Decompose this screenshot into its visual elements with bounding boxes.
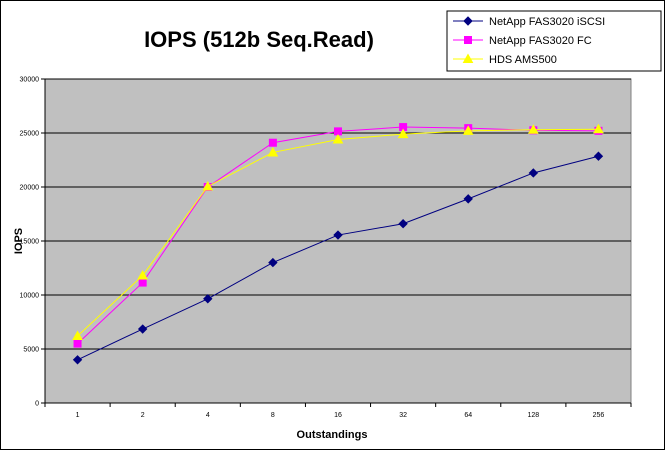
- series-3: [72, 123, 604, 341]
- data-point: [463, 194, 473, 204]
- x-tick-label: 128: [527, 412, 539, 419]
- legend-entry-2: NetApp FAS3020 FC: [453, 35, 592, 47]
- legend-label: HDS AMS500: [489, 54, 557, 66]
- y-tick-label: 25000: [20, 131, 40, 138]
- data-point: [137, 324, 148, 334]
- y-tick-label: 15000: [20, 239, 40, 246]
- legend: NetApp FAS3020 iSCSI NetApp FAS3020 FC HDS…: [446, 10, 662, 72]
- data-point: [72, 355, 83, 365]
- data-point: [267, 146, 279, 157]
- series-layer: [72, 123, 604, 365]
- y-axis-title: IOPS: [13, 228, 25, 254]
- data-point: [334, 127, 342, 136]
- x-tick-label: 8: [271, 412, 275, 419]
- data-point: [202, 180, 214, 191]
- legend-entry-1: NetApp FAS3020 iSCSI: [453, 16, 605, 28]
- data-point: [72, 330, 83, 341]
- data-point: [268, 257, 278, 268]
- series-1: [72, 151, 604, 365]
- x-tick-label: 1: [76, 412, 80, 419]
- data-point: [138, 278, 147, 287]
- y-tick-label: 20000: [20, 185, 40, 192]
- data-point: [333, 230, 343, 240]
- data-point: [137, 270, 149, 280]
- data-point: [398, 219, 408, 229]
- data-point: [593, 151, 604, 161]
- chart-title: IOPS (512b Seq.Read): [144, 27, 374, 52]
- x-tick-label: 2: [141, 412, 145, 419]
- legend-marker: [463, 16, 473, 26]
- y-tick-label: 0: [35, 401, 39, 408]
- axes: 0 5000 10000 15000 20000 25000 30000 1 2 4 8 16 32 64…: [20, 77, 632, 419]
- data-point: [462, 125, 474, 135]
- data-point: [203, 294, 213, 304]
- y-tick-label: 10000: [20, 293, 40, 300]
- legend-label: NetApp FAS3020 iSCSI: [489, 16, 605, 28]
- legend-marker: [462, 53, 474, 63]
- x-tick-label: 4: [206, 412, 210, 419]
- data-point: [268, 138, 277, 147]
- x-tick-label: 256: [593, 412, 605, 419]
- x-axis-title: Outstandings: [297, 429, 368, 441]
- data-point: [332, 133, 344, 144]
- data-point: [528, 168, 539, 178]
- x-tick-label: 16: [334, 412, 342, 419]
- y-tick-label: 5000: [23, 347, 39, 354]
- x-tick-label: 32: [399, 412, 407, 419]
- data-point: [527, 124, 539, 134]
- data-point: [73, 339, 82, 348]
- data-point: [397, 128, 409, 139]
- x-tick-label: 64: [464, 412, 472, 419]
- data-point: [593, 123, 604, 134]
- y-tick-label: 30000: [20, 77, 40, 84]
- legend-entry-3: HDS AMS500: [453, 53, 557, 66]
- legend-label: NetApp FAS3020 FC: [489, 35, 592, 47]
- legend-marker: [464, 36, 472, 44]
